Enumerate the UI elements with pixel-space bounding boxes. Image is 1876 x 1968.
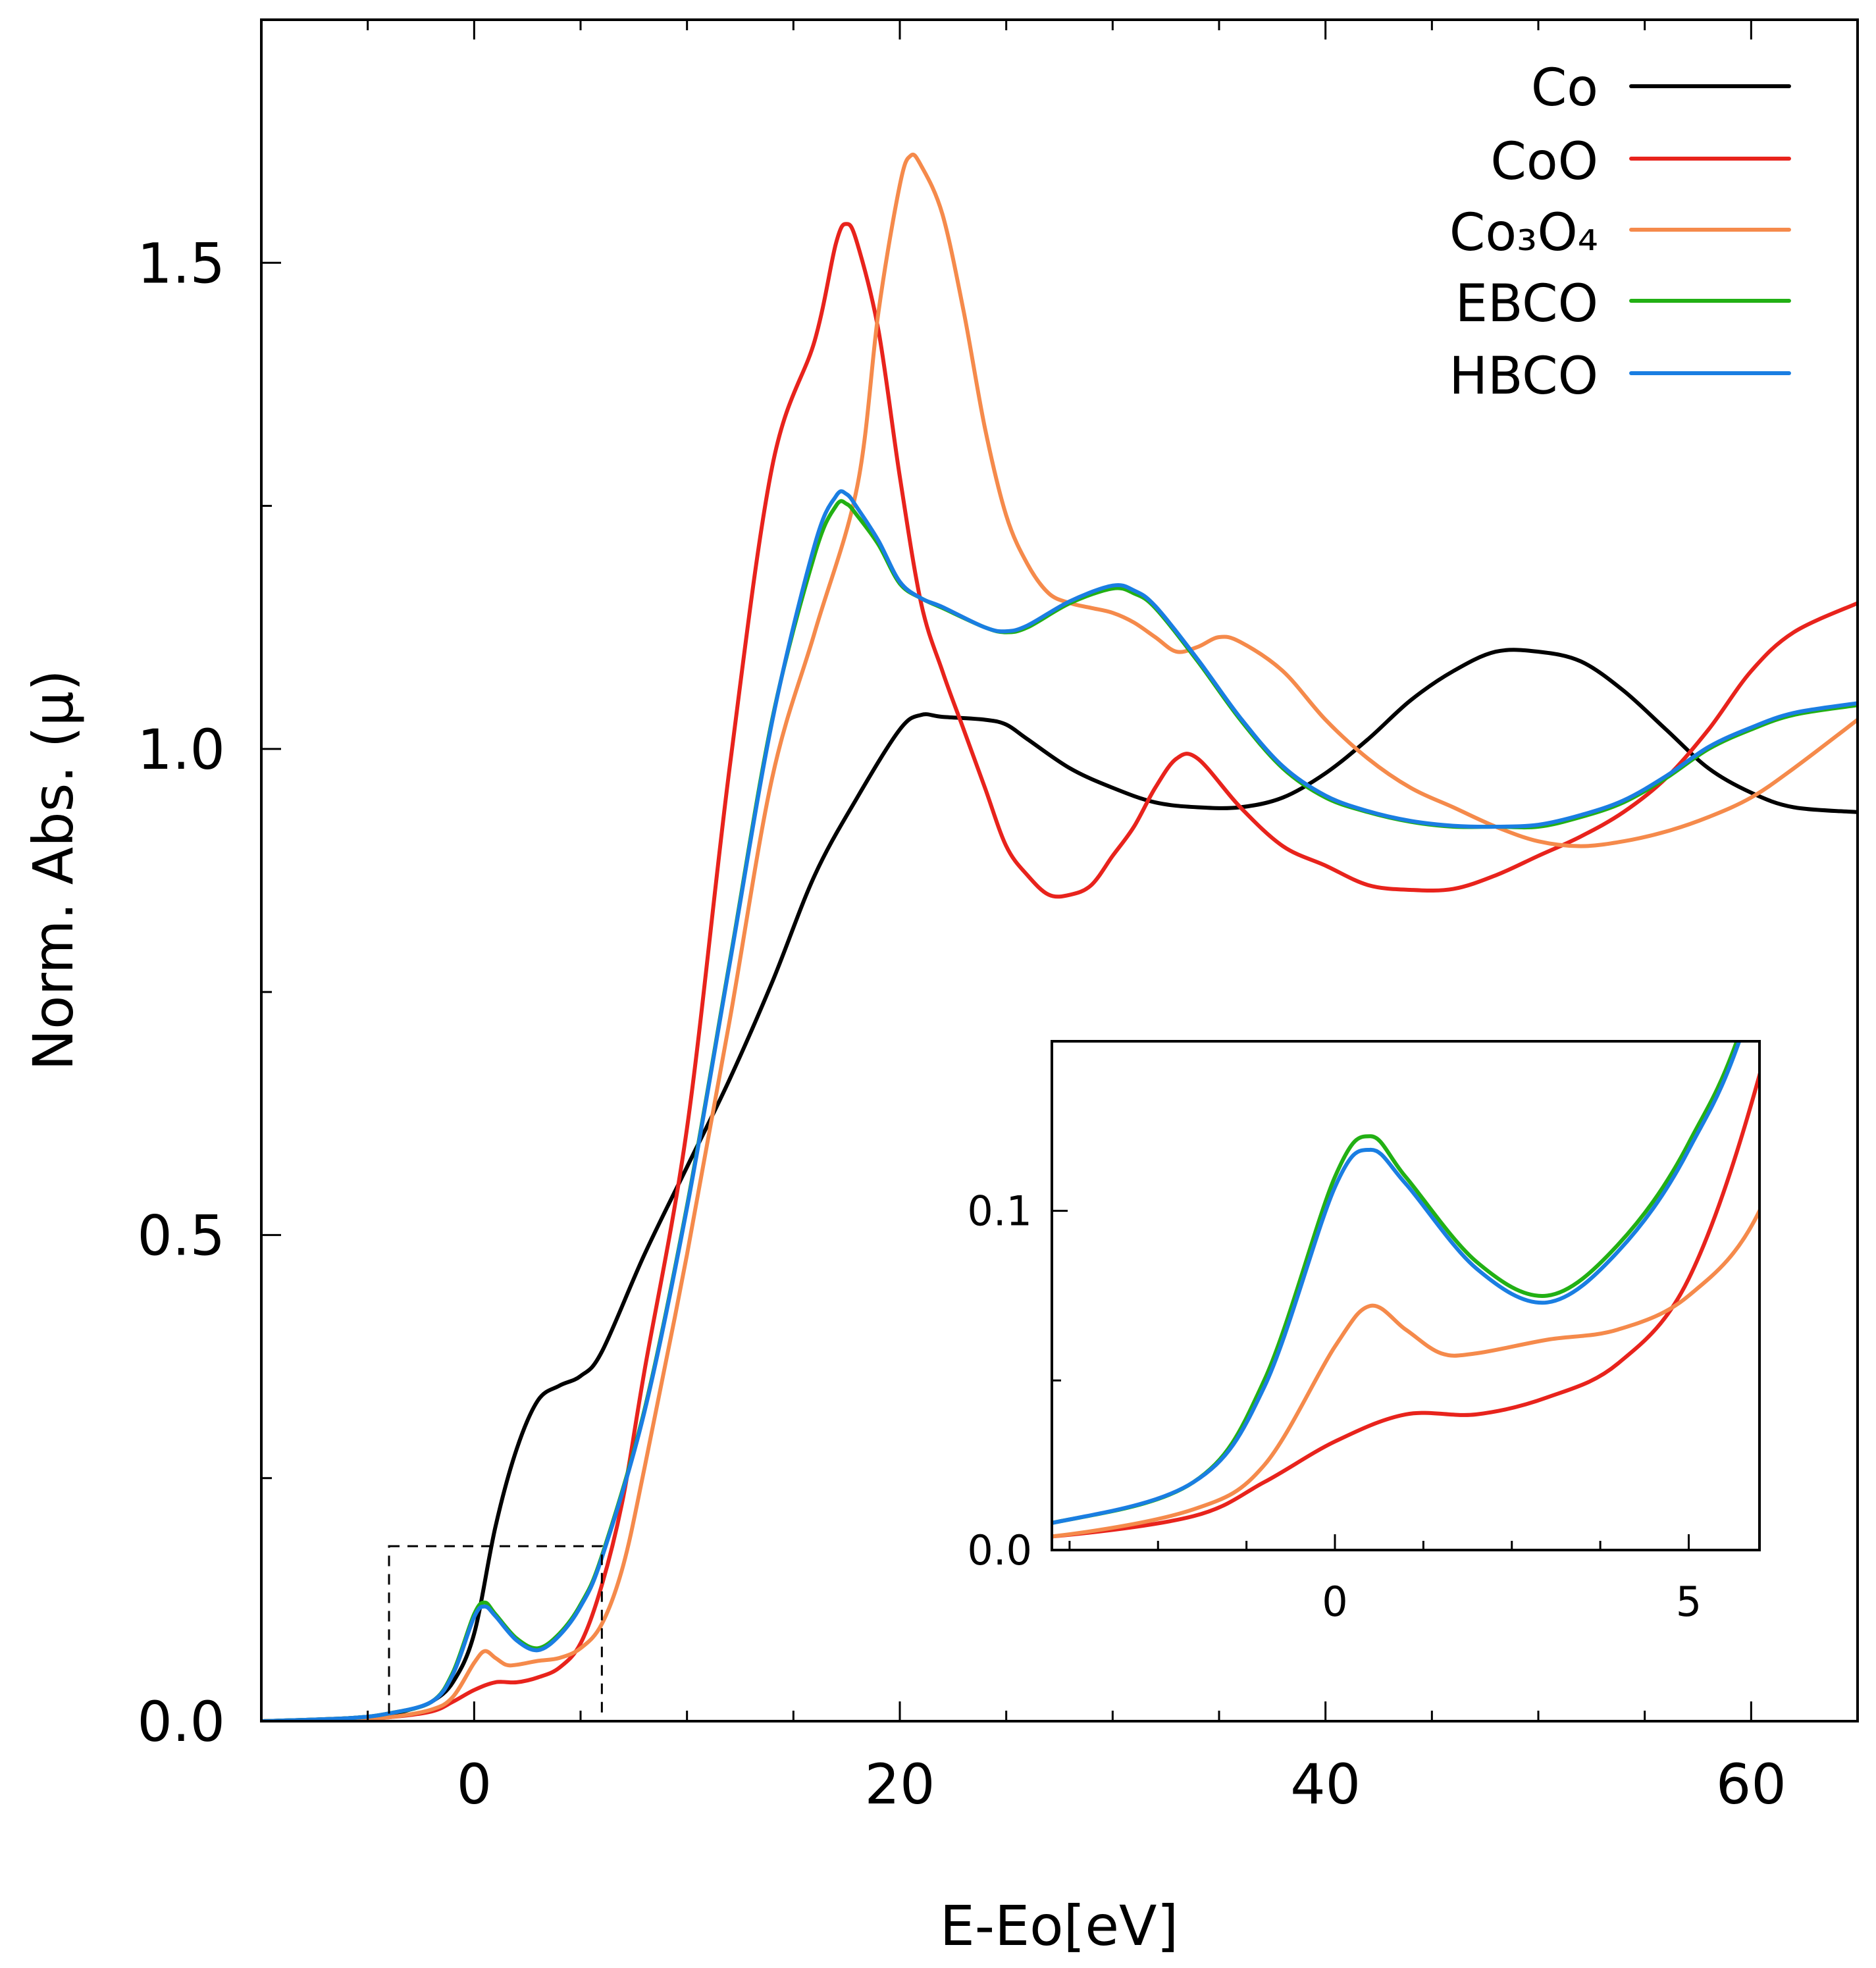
legend-label-co3o4: Co₃O₄	[1449, 203, 1598, 263]
inset-plot: 0 5 0.0 0.1	[967, 1040, 1761, 1626]
legend-label-co: Co	[1531, 59, 1598, 118]
y-tick-label: 0.0	[137, 1690, 225, 1754]
inset-series-line-coo	[1052, 1068, 1759, 1539]
main-axis-ticks	[261, 18, 1752, 1721]
x-tick-label: 20	[865, 1752, 935, 1817]
inset-tick-labels: 0 5 0.0 0.1	[967, 1187, 1702, 1626]
legend: Co CoO Co₃O₄ EBCO HBCO	[1449, 59, 1791, 406]
legend-label-ebco: EBCO	[1455, 274, 1598, 334]
inset-y-tick-label: 0.0	[967, 1526, 1032, 1574]
inset-series-line-hbco	[1052, 1041, 1742, 1525]
inset-series-line-ebco	[1052, 1041, 1739, 1525]
series-line-coo	[261, 222, 1858, 1721]
inset-background	[1052, 1041, 1759, 1550]
inset-x-tick-label: 5	[1676, 1578, 1702, 1626]
main-plot-frame	[260, 18, 1859, 1722]
legend-label-hbco: HBCO	[1449, 347, 1598, 406]
y-tick-label: 1.5	[137, 231, 225, 296]
y-tick-label: 1.0	[137, 717, 225, 782]
x-axis-title: E-Eo[eV]	[940, 1894, 1179, 1958]
zoom-region-box	[388, 1545, 603, 1722]
x-tick-label: 40	[1290, 1752, 1361, 1817]
main-tick-labels: 0 20 40 60 0.0 0.5 1.0 1.5	[137, 231, 1786, 1817]
inset-y-tick-label: 0.1	[967, 1187, 1032, 1235]
inset-series-group	[1052, 1041, 1759, 1539]
series-line-co	[261, 648, 1858, 1721]
inset-x-tick-label: 0	[1322, 1578, 1347, 1626]
y-tick-label: 0.5	[137, 1203, 225, 1268]
x-tick-label: 60	[1716, 1752, 1786, 1817]
inset-plot-frame	[1051, 1040, 1761, 1551]
main-plot: 0 20 40 60 0.0 0.5 1.0 1.5	[137, 18, 1859, 1817]
main-series-group	[261, 153, 1858, 1721]
inset-series-line-co3o4	[1052, 1206, 1759, 1539]
series-line-hbco	[261, 489, 1858, 1721]
x-tick-label: 0	[457, 1752, 492, 1817]
inset-axis-ticks	[1052, 1210, 1690, 1550]
legend-label-coo: CoO	[1490, 132, 1598, 192]
y-axis-title: Norm. Abs. (μ)	[21, 669, 86, 1070]
series-line-co3o4	[261, 153, 1858, 1721]
